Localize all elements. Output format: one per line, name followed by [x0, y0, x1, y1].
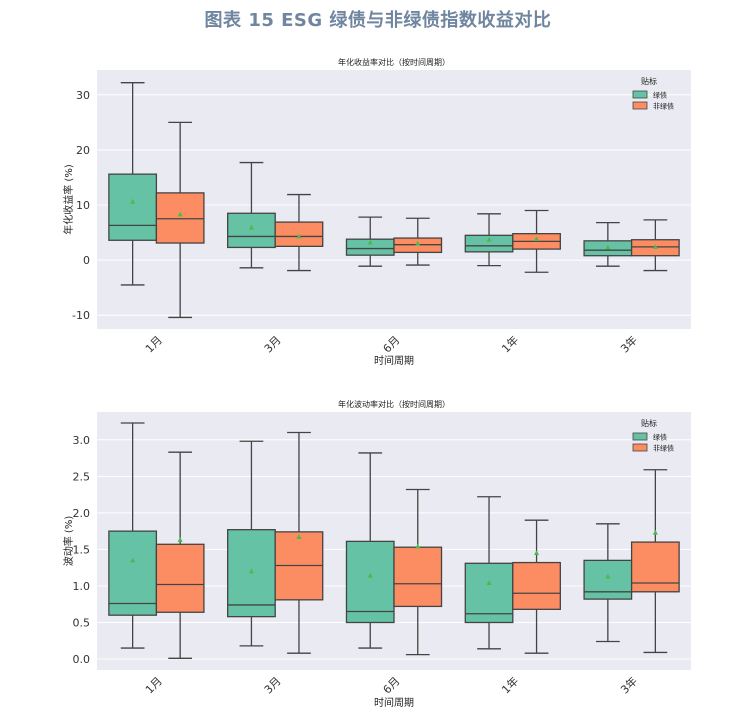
legend-swatch-nongreen [632, 443, 648, 452]
x-axis-label: 时间周期 [374, 354, 414, 367]
box-nongreen [155, 192, 205, 244]
y-tick-label: 0.5 [73, 616, 91, 629]
x-tick-label: 6月 [381, 334, 403, 356]
mean-marker [533, 236, 540, 242]
y-tick-label: 2.0 [73, 507, 91, 520]
box-nongreen [512, 561, 561, 610]
x-tick-label: 1月 [143, 334, 165, 356]
y-tick-label: 2.5 [73, 470, 91, 483]
mean-marker [296, 534, 302, 539]
chart-title: 年化波动率对比（按时间周期） [338, 399, 450, 409]
mean-marker [248, 224, 255, 230]
mean-marker [486, 236, 492, 242]
y-tick-label: 30 [76, 89, 90, 102]
y-tick-label: 0.0 [73, 653, 91, 666]
legend-label-nongreen: 非绿债 [653, 102, 674, 111]
y-tick-label: -10 [72, 309, 90, 322]
mean-marker [248, 568, 255, 574]
box-green [227, 529, 276, 618]
box-green [108, 173, 158, 241]
mean-marker [415, 543, 421, 549]
y-tick-label: 0 [83, 254, 90, 267]
mean-marker [533, 550, 540, 556]
mean-marker [367, 572, 373, 578]
y-tick-label: 10 [76, 199, 90, 212]
x-tick-label: 3月 [262, 675, 284, 697]
y-axis-label: 年化收益率 (%) [62, 164, 75, 235]
y-tick-label: 1.0 [73, 580, 91, 593]
legend-swatch-green [632, 90, 648, 99]
box-nongreen [155, 543, 205, 613]
legend-swatch-green [632, 432, 648, 441]
legend-title: 贴标 [641, 418, 657, 428]
mean-marker [652, 529, 658, 535]
x-tick-label: 3年 [617, 333, 640, 356]
x-tick-label: 1月 [143, 675, 165, 697]
x-tick-label: 1年 [499, 674, 522, 697]
legend-label-green: 绿债 [653, 433, 667, 442]
mean-marker [652, 244, 658, 249]
x-tick-label: 6月 [381, 675, 403, 697]
box-green [583, 559, 633, 600]
x-tick-label: 3月 [262, 334, 284, 356]
mean-marker [130, 198, 136, 204]
y-tick-label: 20 [76, 144, 90, 157]
y-tick-label: 3.0 [73, 434, 91, 447]
mean-marker [415, 240, 421, 246]
box-nongreen [630, 541, 680, 593]
legend-label-green: 绿债 [653, 91, 667, 100]
mean-marker [296, 233, 302, 239]
mean-marker [486, 580, 492, 586]
legend-swatch-nongreen [632, 101, 648, 110]
legend-title: 贴标 [641, 76, 657, 86]
box-green [345, 540, 395, 624]
mean-marker [605, 244, 611, 250]
mean-marker [177, 211, 183, 217]
box-green [108, 530, 158, 616]
y-axis-label: 波动率 (%) [62, 516, 75, 567]
volatility-boxplot-chart: 年化波动率对比（按时间周期） 0.0 0.5 1.0 1.5 2.0 2.5 3.0 1月 3月 6… [62, 399, 691, 709]
box-green [227, 212, 276, 249]
x-tick-label: 3年 [617, 674, 640, 697]
mean-marker [130, 557, 136, 563]
y-tick-label: 1.5 [73, 543, 91, 556]
page-title: 图表 15 ESG 绿债与非绿债指数收益对比 [204, 10, 552, 31]
chart-title: 年化收益率对比（按时间周期） [338, 57, 450, 67]
x-tick-label: 1年 [499, 333, 522, 356]
mean-marker [605, 573, 611, 579]
mean-marker [367, 239, 373, 245]
legend-label-nongreen: 非绿债 [653, 444, 674, 453]
x-axis-label: 时间周期 [374, 696, 414, 709]
box-nongreen [393, 546, 443, 608]
mean-marker [177, 537, 183, 542]
